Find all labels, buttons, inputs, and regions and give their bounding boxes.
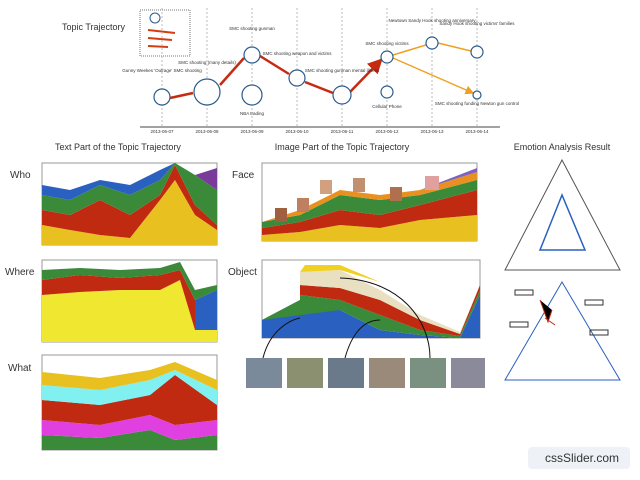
row-label: Where	[5, 267, 35, 278]
topic-label: NBA trading	[240, 111, 265, 116]
topic-node	[380, 85, 394, 99]
topic-node	[332, 85, 352, 105]
legend-box	[139, 9, 191, 57]
date-label: 2013-06-12	[375, 129, 399, 134]
topic-label: SMC shooting funding Newton gun control	[435, 101, 519, 106]
topic-node	[288, 69, 306, 87]
topic-node	[241, 84, 263, 106]
panel-title: Emotion Analysis Result	[514, 142, 611, 152]
trajectory-arrow	[169, 56, 381, 100]
topic-label: SMC shooting weapon and victims	[262, 51, 332, 56]
date-label: 2013-06-07	[150, 129, 174, 134]
emotion-triangles	[504, 158, 621, 381]
object-chart	[261, 259, 481, 339]
date-label: 2013-06-13	[420, 129, 444, 134]
trajectory-arrow	[392, 42, 473, 93]
topic-label: SMC shooting victims	[365, 41, 409, 46]
topic-label: SMC shooting (many details)	[178, 60, 236, 65]
legend-icon	[147, 29, 176, 48]
who-chart	[41, 162, 218, 246]
row-label: Who	[10, 170, 31, 181]
topic-node	[193, 78, 221, 106]
topic-node	[425, 36, 439, 50]
legend-icon	[149, 12, 161, 24]
topic-label: Sandy Hook shooting victims' families	[439, 21, 515, 26]
trajectory-title: Topic Trajectory	[62, 22, 126, 32]
date-label: 2013-06-14	[465, 129, 489, 134]
topic-node	[380, 50, 394, 64]
panel-title: Text Part of the Topic Trajectory	[55, 142, 181, 152]
topic-node	[470, 45, 484, 59]
date-label: 2013-06-10	[285, 129, 309, 134]
trajectory: 2013-06-07 2013-06-08 2013-06-09 2013-06-10…	[122, 8, 519, 134]
face-chart	[261, 162, 478, 242]
topic-node	[153, 88, 171, 106]
where-chart	[41, 259, 218, 343]
topic-label: Newtown Sandy Hook shooting anniversary	[388, 18, 476, 23]
watermark-box	[528, 447, 630, 469]
date-label: 2013-06-08	[195, 129, 219, 134]
date-label: 2013-06-11	[331, 129, 354, 134]
topic-label: Cellular Phone	[372, 104, 402, 109]
topic-label: SMC shooting gunman mental illness	[305, 68, 380, 73]
row-label: Object	[228, 267, 257, 278]
watermark: cssSlider.com	[545, 451, 619, 465]
what-chart	[41, 354, 218, 451]
topic-node	[243, 46, 261, 64]
object-thumbnails	[246, 277, 485, 388]
row-label: What	[8, 363, 32, 374]
topic-label: SMC shooting gunman	[229, 26, 275, 31]
topic-label: Gunny Weekes 'Outrage' SMC shooting	[122, 68, 202, 73]
row-label: Face	[232, 170, 255, 181]
topic-node	[472, 90, 482, 100]
panel-title: Image Part of the Topic Trajectory	[275, 142, 410, 152]
date-label: 2013-06-09	[240, 129, 264, 134]
